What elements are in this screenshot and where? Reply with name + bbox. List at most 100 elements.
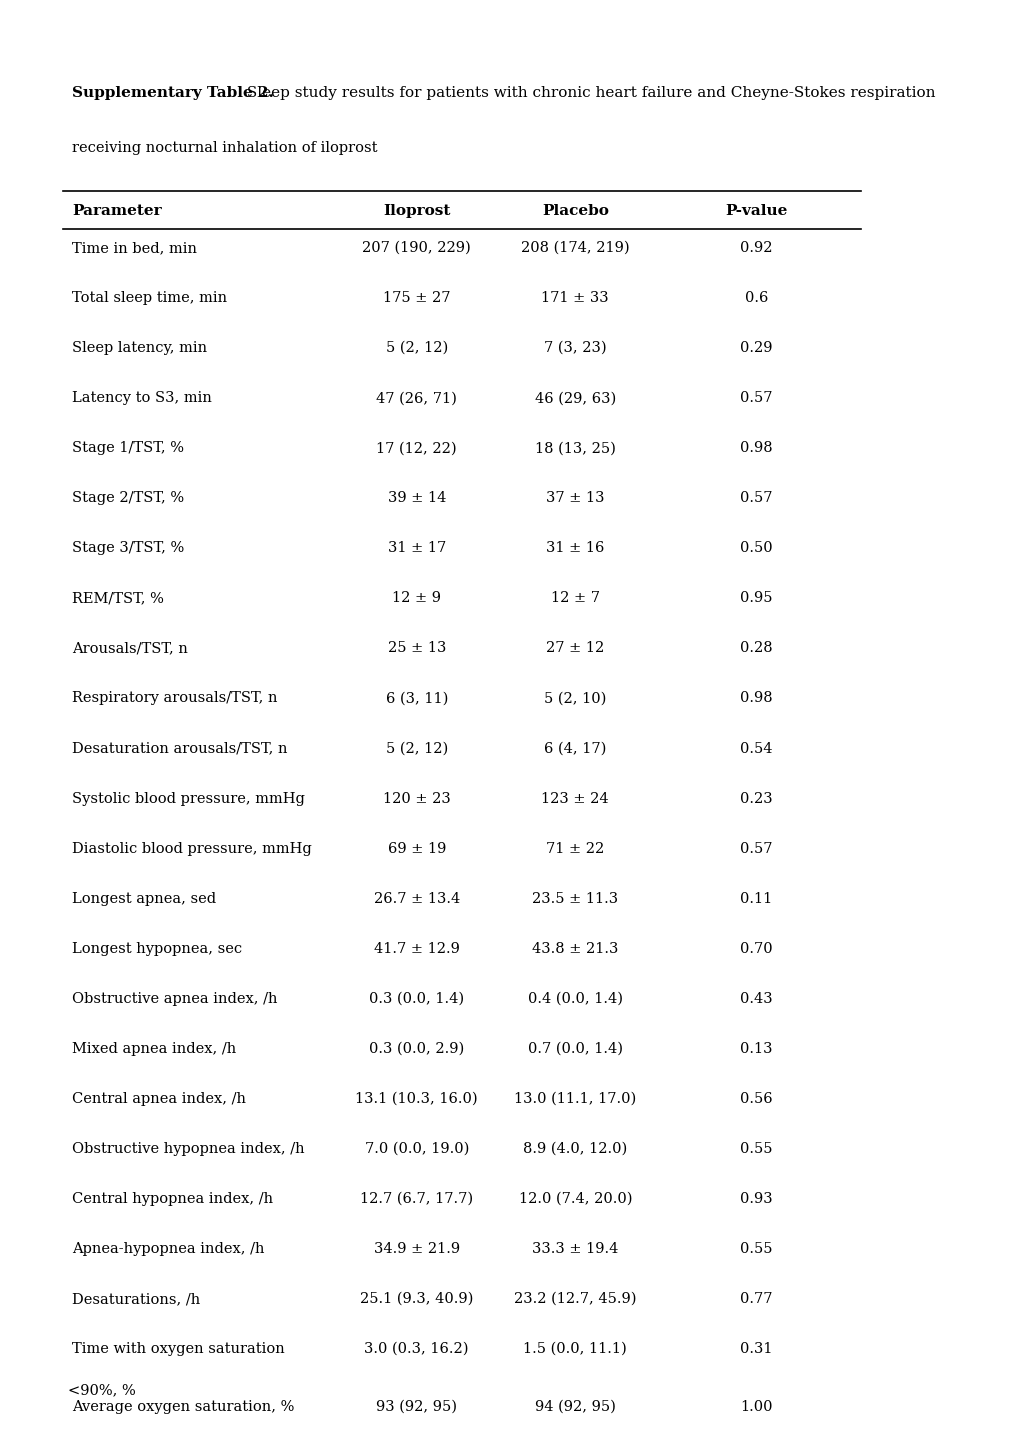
Text: 6 (4, 17): 6 (4, 17) <box>543 742 606 756</box>
Text: 12 ± 7: 12 ± 7 <box>550 592 599 606</box>
Text: 0.50: 0.50 <box>740 541 772 556</box>
Text: 175 ± 27: 175 ± 27 <box>382 291 450 304</box>
Text: 0.57: 0.57 <box>740 391 772 405</box>
Text: Respiratory arousals/TST, n: Respiratory arousals/TST, n <box>72 691 278 706</box>
Text: 0.7 (0.0, 1.4): 0.7 (0.0, 1.4) <box>527 1042 623 1056</box>
Text: 46 (29, 63): 46 (29, 63) <box>534 391 615 405</box>
Text: 43.8 ± 21.3: 43.8 ± 21.3 <box>532 942 618 955</box>
Text: 0.95: 0.95 <box>740 592 772 606</box>
Text: Central apnea index, /h: Central apnea index, /h <box>72 1092 247 1105</box>
Text: 47 (26, 71): 47 (26, 71) <box>376 391 457 405</box>
Text: 12.0 (7.4, 20.0): 12.0 (7.4, 20.0) <box>518 1192 632 1206</box>
Text: 41.7 ± 12.9: 41.7 ± 12.9 <box>373 942 460 955</box>
Text: 27 ± 12: 27 ± 12 <box>545 642 604 655</box>
Text: Time in bed, min: Time in bed, min <box>72 241 198 255</box>
Text: Mixed apnea index, /h: Mixed apnea index, /h <box>72 1042 236 1056</box>
Text: 0.57: 0.57 <box>740 841 772 856</box>
Text: Longest hypopnea, sec: Longest hypopnea, sec <box>72 942 243 955</box>
Text: Central hypopnea index, /h: Central hypopnea index, /h <box>72 1192 273 1206</box>
Text: Stage 3/TST, %: Stage 3/TST, % <box>72 541 184 556</box>
Text: 0.3 (0.0, 2.9): 0.3 (0.0, 2.9) <box>369 1042 464 1056</box>
Text: 69 ± 19: 69 ± 19 <box>387 841 445 856</box>
Text: 120 ± 23: 120 ± 23 <box>382 792 450 805</box>
Text: 0.31: 0.31 <box>740 1342 772 1356</box>
Text: 13.1 (10.3, 16.0): 13.1 (10.3, 16.0) <box>355 1092 478 1105</box>
Text: 0.93: 0.93 <box>740 1192 772 1206</box>
Text: 13.0 (11.1, 17.0): 13.0 (11.1, 17.0) <box>514 1092 636 1105</box>
Text: 23.2 (12.7, 45.9): 23.2 (12.7, 45.9) <box>514 1291 636 1306</box>
Text: 0.13: 0.13 <box>740 1042 772 1056</box>
Text: 0.43: 0.43 <box>740 991 772 1006</box>
Text: <90%, %: <90%, % <box>68 1384 136 1397</box>
Text: 3.0 (0.3, 16.2): 3.0 (0.3, 16.2) <box>364 1342 469 1356</box>
Text: Total sleep time, min: Total sleep time, min <box>72 291 227 304</box>
Text: 0.92: 0.92 <box>740 241 772 255</box>
Text: Desaturations, /h: Desaturations, /h <box>72 1291 201 1306</box>
Text: 18 (13, 25): 18 (13, 25) <box>534 442 615 455</box>
Text: 5 (2, 10): 5 (2, 10) <box>543 691 606 706</box>
Text: 31 ± 17: 31 ± 17 <box>387 541 445 556</box>
Text: 23.5 ± 11.3: 23.5 ± 11.3 <box>532 892 618 906</box>
Text: Average oxygen saturation, %: Average oxygen saturation, % <box>72 1400 294 1414</box>
Text: 0.57: 0.57 <box>740 491 772 505</box>
Text: 0.23: 0.23 <box>740 792 772 805</box>
Text: 0.56: 0.56 <box>740 1092 772 1105</box>
Text: 0.29: 0.29 <box>740 341 772 355</box>
Text: Apnea-hypopnea index, /h: Apnea-hypopnea index, /h <box>72 1242 265 1255</box>
Text: REM/TST, %: REM/TST, % <box>72 592 164 606</box>
Text: receiving nocturnal inhalation of iloprost: receiving nocturnal inhalation of ilopro… <box>72 141 378 154</box>
Text: Systolic blood pressure, mmHg: Systolic blood pressure, mmHg <box>72 792 305 805</box>
Text: Arousals/TST, n: Arousals/TST, n <box>72 642 189 655</box>
Text: 33.3 ± 19.4: 33.3 ± 19.4 <box>532 1242 618 1255</box>
Text: 0.28: 0.28 <box>740 642 772 655</box>
Text: 34.9 ± 21.9: 34.9 ± 21.9 <box>373 1242 460 1255</box>
Text: Obstructive hypopnea index, /h: Obstructive hypopnea index, /h <box>72 1141 305 1156</box>
Text: 71 ± 22: 71 ± 22 <box>545 841 604 856</box>
Text: 5 (2, 12): 5 (2, 12) <box>385 742 447 756</box>
Text: 208 (174, 219): 208 (174, 219) <box>521 241 629 255</box>
Text: 207 (190, 229): 207 (190, 229) <box>362 241 471 255</box>
Text: 25 ± 13: 25 ± 13 <box>387 642 445 655</box>
Text: 171 ± 33: 171 ± 33 <box>541 291 608 304</box>
Text: 93 (92, 95): 93 (92, 95) <box>376 1400 457 1414</box>
Text: Obstructive apnea index, /h: Obstructive apnea index, /h <box>72 991 278 1006</box>
Text: Supplementary Table 2.: Supplementary Table 2. <box>72 85 274 100</box>
Text: 7.0 (0.0, 19.0): 7.0 (0.0, 19.0) <box>364 1141 469 1156</box>
Text: 0.6: 0.6 <box>744 291 767 304</box>
Text: 0.11: 0.11 <box>740 892 771 906</box>
Text: 0.55: 0.55 <box>740 1242 772 1255</box>
Text: 6 (3, 11): 6 (3, 11) <box>385 691 447 706</box>
Text: 12.7 (6.7, 17.7): 12.7 (6.7, 17.7) <box>360 1192 473 1206</box>
Text: 5 (2, 12): 5 (2, 12) <box>385 341 447 355</box>
Text: 0.4 (0.0, 1.4): 0.4 (0.0, 1.4) <box>527 991 623 1006</box>
Text: 26.7 ± 13.4: 26.7 ± 13.4 <box>373 892 460 906</box>
Text: 31 ± 16: 31 ± 16 <box>545 541 604 556</box>
Text: 0.70: 0.70 <box>740 942 772 955</box>
Text: 94 (92, 95): 94 (92, 95) <box>534 1400 615 1414</box>
Text: Sleep study results for patients with chronic heart failure and Cheyne-Stokes re: Sleep study results for patients with ch… <box>242 85 934 100</box>
Text: Sleep latency, min: Sleep latency, min <box>72 341 208 355</box>
Text: Time with oxygen saturation: Time with oxygen saturation <box>72 1342 285 1356</box>
Text: 39 ± 14: 39 ± 14 <box>387 491 445 505</box>
Text: 0.54: 0.54 <box>740 742 772 756</box>
Text: 0.98: 0.98 <box>740 442 772 455</box>
Text: Longest apnea, sed: Longest apnea, sed <box>72 892 216 906</box>
Text: Stage 2/TST, %: Stage 2/TST, % <box>72 491 184 505</box>
Text: 37 ± 13: 37 ± 13 <box>545 491 604 505</box>
Text: 0.98: 0.98 <box>740 691 772 706</box>
Text: Latency to S3, min: Latency to S3, min <box>72 391 212 405</box>
Text: Desaturation arousals/TST, n: Desaturation arousals/TST, n <box>72 742 287 756</box>
Text: 8.9 (4.0, 12.0): 8.9 (4.0, 12.0) <box>523 1141 627 1156</box>
Text: 1.5 (0.0, 11.1): 1.5 (0.0, 11.1) <box>523 1342 627 1356</box>
Text: 0.55: 0.55 <box>740 1141 772 1156</box>
Text: 123 ± 24: 123 ± 24 <box>541 792 608 805</box>
Text: 7 (3, 23): 7 (3, 23) <box>543 341 606 355</box>
Text: Iloprost: Iloprost <box>383 203 450 218</box>
Text: Diastolic blood pressure, mmHg: Diastolic blood pressure, mmHg <box>72 841 312 856</box>
Text: 0.3 (0.0, 1.4): 0.3 (0.0, 1.4) <box>369 991 464 1006</box>
Text: 17 (12, 22): 17 (12, 22) <box>376 442 457 455</box>
Text: P-value: P-value <box>725 203 787 218</box>
Text: Placebo: Placebo <box>541 203 608 218</box>
Text: 25.1 (9.3, 40.9): 25.1 (9.3, 40.9) <box>360 1291 473 1306</box>
Text: 0.77: 0.77 <box>740 1291 772 1306</box>
